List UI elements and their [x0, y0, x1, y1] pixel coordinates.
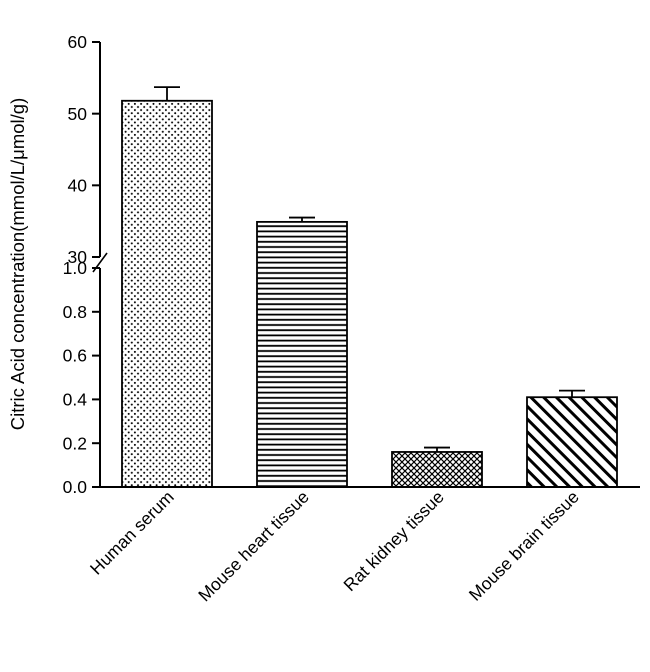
- bar-2: [391, 451, 483, 488]
- y-tick-label: 0.2: [63, 433, 87, 453]
- bar-3: [526, 396, 618, 488]
- bar-1: [256, 220, 348, 488]
- y-axis-label: Citric Acid concentration(mmol/L/μmol/g): [7, 98, 28, 430]
- y-tick-label: 30: [68, 247, 88, 267]
- y-tick-label: 50: [68, 104, 88, 124]
- bar-0: [121, 99, 213, 488]
- x-category-label: Mouse brain tissue: [465, 487, 583, 605]
- x-category-label: Rat kidney tissue: [339, 487, 447, 595]
- y-tick-label: 0.6: [63, 346, 87, 366]
- y-tick-label: 40: [68, 175, 88, 195]
- x-category-label: Human serum: [86, 487, 178, 579]
- y-tick-label: 60: [68, 32, 88, 52]
- y-tick-label: 0.4: [63, 390, 88, 410]
- y-tick-label: 0.8: [63, 302, 87, 322]
- y-tick-label: 1.0: [63, 258, 88, 278]
- y-tick-label: 0.0: [63, 477, 88, 497]
- x-category-label: Mouse heart tissue: [194, 487, 313, 606]
